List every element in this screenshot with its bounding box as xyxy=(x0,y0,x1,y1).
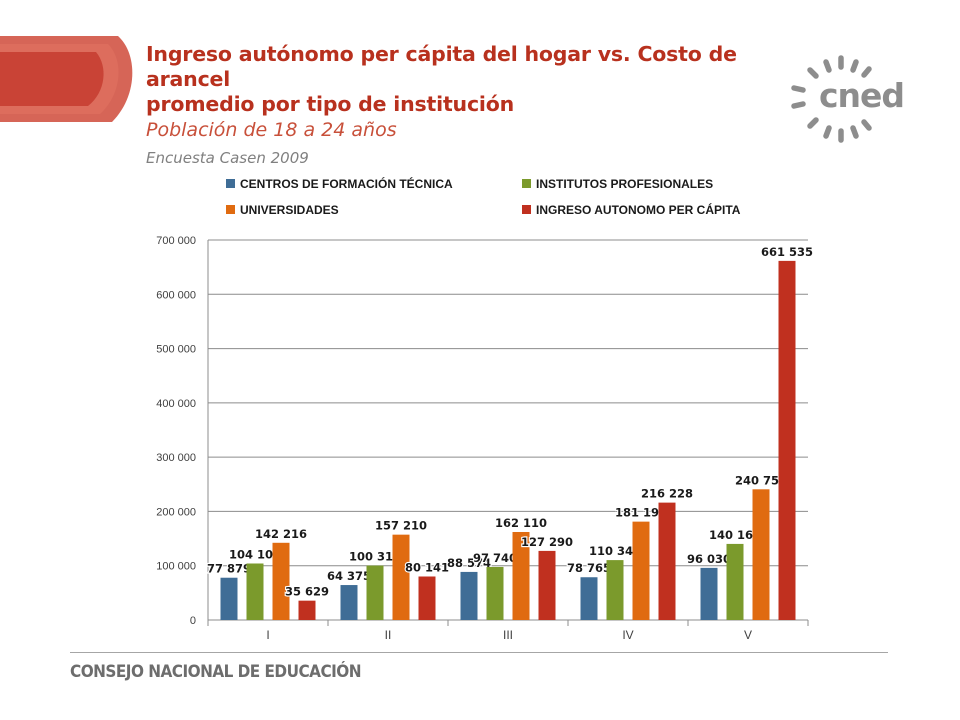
y-tick-label: 300 000 xyxy=(156,452,196,464)
bar xyxy=(220,577,238,620)
bar xyxy=(418,576,436,620)
bar xyxy=(246,563,264,620)
y-tick-label: 100 000 xyxy=(156,561,196,573)
y-tick-label: 0 xyxy=(190,615,196,627)
bar xyxy=(340,585,358,620)
bar xyxy=(298,600,316,620)
data-label: 96 030 xyxy=(687,552,731,566)
data-label: 127 290 xyxy=(521,535,573,549)
data-label: 88 574 xyxy=(447,556,491,570)
data-label: 157 210 xyxy=(375,519,427,533)
sun-rays-icon xyxy=(791,55,872,143)
data-label: 110 340 xyxy=(589,544,641,558)
data-label: 162 110 xyxy=(495,516,547,530)
bar xyxy=(460,571,478,620)
y-tick-label: 400 000 xyxy=(156,398,196,410)
bar xyxy=(632,521,650,620)
bar xyxy=(658,502,676,620)
bar xyxy=(752,489,770,620)
bar xyxy=(606,560,624,620)
logo-text: cned xyxy=(819,76,905,115)
x-tick-label: V xyxy=(744,628,752,642)
x-tick-label: IV xyxy=(622,628,633,642)
bar xyxy=(486,566,504,620)
data-label: 181 198 xyxy=(615,506,667,520)
chart-subtitle: Población de 18 a 24 años xyxy=(146,119,397,141)
data-label: 100 317 xyxy=(349,550,401,564)
legend-label: CENTROS DE FORMACIÓN TÉCNICA xyxy=(240,176,453,191)
y-tick-label: 600 000 xyxy=(156,289,196,301)
legend-swatch xyxy=(226,179,235,188)
header-swoosh-decoration xyxy=(0,36,133,122)
bar xyxy=(272,542,290,620)
data-label: 35 629 xyxy=(285,585,329,599)
legend-label: INGRESO AUTONOMO PER CÁPITA xyxy=(536,202,741,217)
bar xyxy=(512,531,530,620)
data-label: 240 750 xyxy=(735,473,787,487)
bar xyxy=(580,577,598,620)
data-label: 78 765 xyxy=(567,561,611,575)
legend-swatch xyxy=(522,205,531,214)
bar xyxy=(538,550,556,620)
data-label: 216 228 xyxy=(641,487,693,501)
y-tick-label: 700 000 xyxy=(156,235,196,247)
legend-swatch xyxy=(522,179,531,188)
bar xyxy=(700,567,718,620)
data-label: 64 375 xyxy=(327,569,371,583)
data-label: 97 740 xyxy=(473,551,517,565)
legend-swatch xyxy=(226,205,235,214)
data-label: 661 535 xyxy=(761,245,813,259)
footer-organization-name: CONSEJO NACIONAL DE EDUCACIÓN xyxy=(70,662,362,682)
data-label: 142 216 xyxy=(255,527,307,541)
data-label: 104 102 xyxy=(229,547,281,561)
data-label: 140 169 xyxy=(709,528,761,542)
bar xyxy=(778,260,796,620)
bar xyxy=(726,543,744,620)
bar xyxy=(366,565,384,620)
y-tick-label: 200 000 xyxy=(156,506,196,518)
footer-divider xyxy=(70,652,888,653)
y-tick-label: 500 000 xyxy=(156,344,196,356)
legend-label: UNIVERSIDADES xyxy=(240,203,339,217)
data-label: 77 879 xyxy=(207,562,251,576)
x-tick-label: I xyxy=(266,628,269,642)
chart-title-line-1: Ingreso autónomo per cápita del hogar vs… xyxy=(146,42,737,91)
x-tick-label: III xyxy=(503,628,513,642)
plot-area xyxy=(208,240,808,620)
chart-title-line-2: promedio por tipo de institución xyxy=(146,92,514,116)
legend-label: INSTITUTOS PROFESIONALES xyxy=(536,177,713,191)
x-tick-label: II xyxy=(385,628,392,642)
bar xyxy=(392,534,410,620)
data-label: 80 141 xyxy=(405,560,449,574)
title-block: Ingreso autónomo per cápita del hogar vs… xyxy=(146,42,786,169)
data-source: Encuesta Casen 2009 xyxy=(146,149,309,167)
